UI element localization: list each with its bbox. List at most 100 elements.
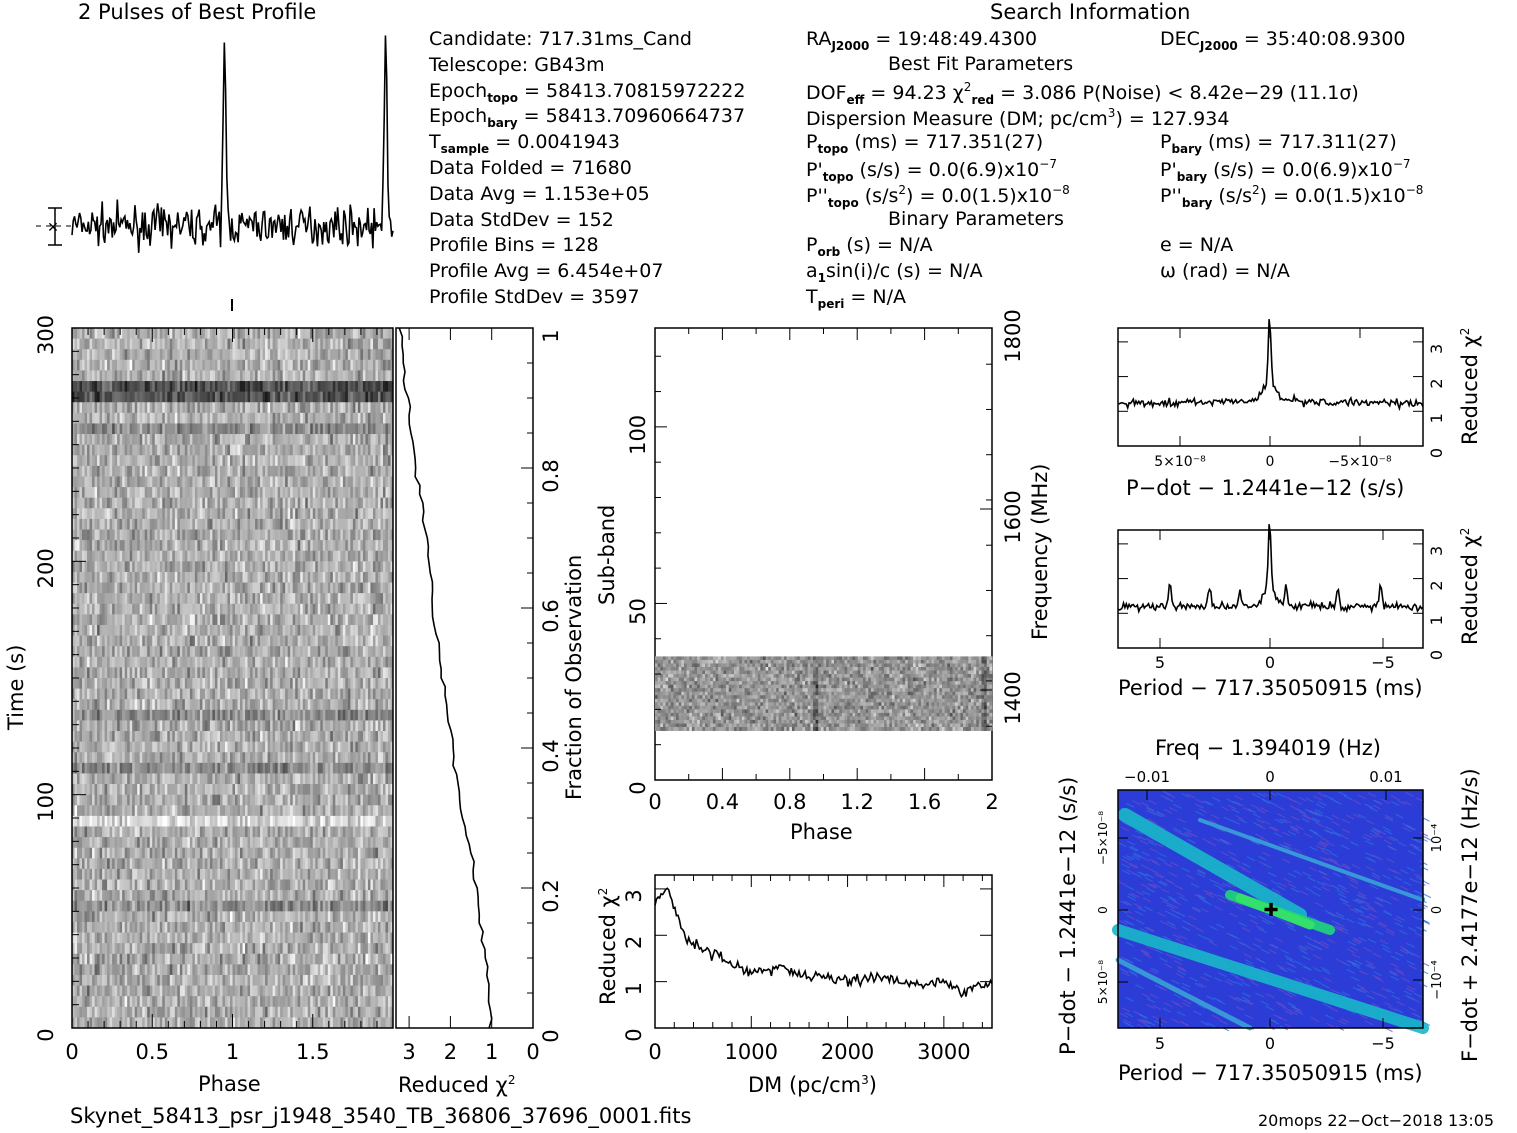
heat-cell [74,614,78,626]
heat-cell [307,667,311,679]
heat-cell [387,434,391,446]
heat-cell [122,402,126,414]
heat-cell [224,656,228,668]
heat-cell [262,434,266,446]
heat-cell [94,497,98,509]
heat-cell [255,540,258,552]
heat-cell [142,646,146,658]
heat-cell [202,423,206,435]
heat-cell [217,476,221,488]
heat-cell [317,582,321,594]
heat-cell [229,391,233,403]
heat-cell [347,370,351,382]
heat-cell [129,561,133,573]
heat-cell [367,561,371,573]
heat-cell [307,614,311,626]
heat-cell [260,402,263,414]
heat-cell [375,624,379,636]
heat-cell [330,582,334,594]
heat-cell [137,646,141,658]
heat-cell [114,720,118,732]
heat-cell [192,455,196,467]
heat-cell [142,614,146,626]
heat-cell [224,667,228,679]
heat-cell [235,646,238,658]
heat-cell [94,444,98,456]
heat-cell [390,529,394,541]
heat-cell [74,465,78,477]
heat-cell [72,646,75,658]
heat-cell [182,540,186,552]
heat-cell [305,529,309,541]
heat-cell [127,508,131,520]
heat-cell [270,444,274,456]
heat-cell [179,434,183,446]
info-line: Telescope: GB43m [429,53,605,76]
heat-cell [227,402,231,414]
heat-cell [265,349,269,361]
heat-cell [337,434,341,446]
heat-cell [109,688,113,700]
heat-cell [147,465,151,477]
heat-cell [350,423,354,435]
heat-cell [387,338,391,350]
heat-cell [265,603,269,615]
heat-cell [124,667,128,679]
heat-cell [240,508,243,520]
heat-cell [102,709,105,721]
heat-cell [154,455,158,467]
heat-cell [387,635,391,647]
heat-cell [325,646,329,658]
heat-cell [109,593,113,605]
heat-cell [287,614,291,626]
heat-cell [182,709,186,721]
heat-cell [335,550,339,562]
heat-cell [189,699,193,711]
heat-cell [232,571,236,583]
heat-cell [224,603,228,615]
heat-cell [104,720,108,732]
heat-cell [174,624,178,636]
heat-cell [332,561,336,573]
heat-cell [300,699,304,711]
heat-cell [285,349,289,361]
heat-cell [94,540,98,552]
heat-cell [325,359,329,371]
heat-cell [342,603,346,615]
heat-cell [252,349,256,361]
heat-cell [352,603,356,615]
heat-cell [209,656,213,668]
heat-cell [377,412,381,424]
heat-cell [154,349,158,361]
heat-cell [207,614,211,626]
heat-cell [242,338,246,350]
heat-cell [214,381,218,393]
heat-cell [154,709,158,721]
heat-cell [282,667,286,679]
heat-cell [275,349,279,361]
heat-cell [232,370,236,382]
heat-cell [182,349,186,361]
heat-cell [119,624,123,636]
heat-cell [312,529,316,541]
heat-cell [137,678,141,690]
heat-cell [377,646,381,658]
heat-cell [202,359,206,371]
heat-cell [355,571,359,583]
heat-cell [380,402,384,414]
heat-cell [292,465,296,477]
heat-cell [360,720,364,732]
heat-cell [302,359,306,371]
heat-cell [94,476,98,488]
heat-cell [300,614,304,626]
heat-cell [362,667,366,679]
heat-cell [177,338,181,350]
heat-cell [287,635,291,647]
heat-cell [159,359,163,371]
heat-cell [159,455,163,467]
heat-cell [202,550,206,562]
heat-cell [224,487,228,499]
heat-cell [312,646,316,658]
heat-cell [184,635,188,647]
heat-cell [232,720,236,732]
